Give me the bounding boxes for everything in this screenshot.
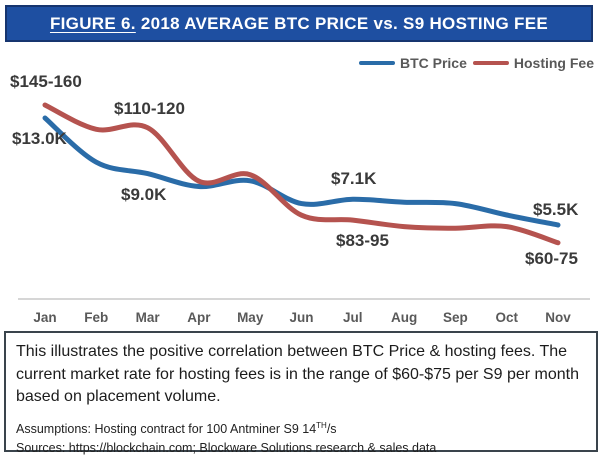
annotation-btc-price-jul: $7.1K <box>331 169 377 188</box>
legend-item-hosting-fee: Hosting Fee <box>472 55 594 71</box>
x-axis-label: Apr <box>187 310 211 325</box>
legend-label-btc-price: BTC Price <box>399 55 467 71</box>
assumptions-suffix: /s <box>326 422 337 437</box>
assumptions-text: Assumptions: Hosting contract for 100 An… <box>16 422 317 437</box>
x-axis-label: Nov <box>545 310 571 325</box>
note-box: This illustrates the positive correlatio… <box>4 331 598 455</box>
annotation-btc-price-mar: $9.0K <box>121 185 167 204</box>
chart-legend: BTC Price Hosting Fee <box>358 55 594 71</box>
figure-label: FIGURE 6. <box>49 13 136 33</box>
x-axis-label: Aug <box>391 310 417 325</box>
annotation-hosting-fee-jul: $83-95 <box>336 231 389 250</box>
x-axis-label: Sep <box>443 310 468 325</box>
assumptions-line: Assumptions: Hosting contract for 100 An… <box>16 420 586 439</box>
line-chart: Jan Feb Mar Apr May Jun Jul Aug Sep Oct Nov <box>18 102 590 325</box>
annotation-hosting-fee-mar: $110-120 <box>114 99 185 118</box>
chart-area: Jan Feb Mar Apr May Jun Jul Aug Sep Oct Nov <box>18 102 590 325</box>
btc-price-line-swatch <box>358 61 395 65</box>
x-axis-label: Oct <box>495 310 518 325</box>
x-axis-label: Mar <box>136 310 161 325</box>
sources-line: Sources: https://blockchain.com; Blockwa… <box>16 440 437 455</box>
figure-title-text: 2018 AVERAGE BTC PRICE vs. S9 HOSTING FE… <box>135 13 549 33</box>
hosting-fee-line-swatch <box>472 61 509 65</box>
legend-label-hosting-fee: Hosting Fee <box>513 55 594 71</box>
x-axis-labels: Jan Feb Mar Apr May Jun Jul Aug Sep Oct Nov <box>33 310 571 325</box>
annotation-hosting-fee-jan: $145-160 <box>10 72 82 91</box>
chart-series-lines <box>42 102 561 246</box>
x-axis-label: Jan <box>33 310 56 325</box>
annotation-btc-price-nov: $5.5K <box>533 200 579 219</box>
annotation-btc-price-jan: $13.0K <box>12 129 67 148</box>
figure-title-bar: FIGURE 6. 2018 AVERAGE BTC PRICE vs. S9 … <box>5 5 593 42</box>
assumptions-superscript: TH <box>316 421 327 430</box>
legend-item-btc-price: BTC Price <box>358 55 467 71</box>
x-axis-label: Jun <box>289 310 313 325</box>
x-axis-label: Jul <box>343 310 363 325</box>
x-axis-label: May <box>237 310 264 325</box>
series-line-hosting-fee <box>42 102 561 246</box>
annotation-hosting-fee-nov: $60-75 <box>525 249 578 268</box>
x-axis-label: Feb <box>84 310 108 325</box>
series-line-btc-price <box>42 115 561 228</box>
note-paragraph: This illustrates the positive correlatio… <box>16 343 579 406</box>
